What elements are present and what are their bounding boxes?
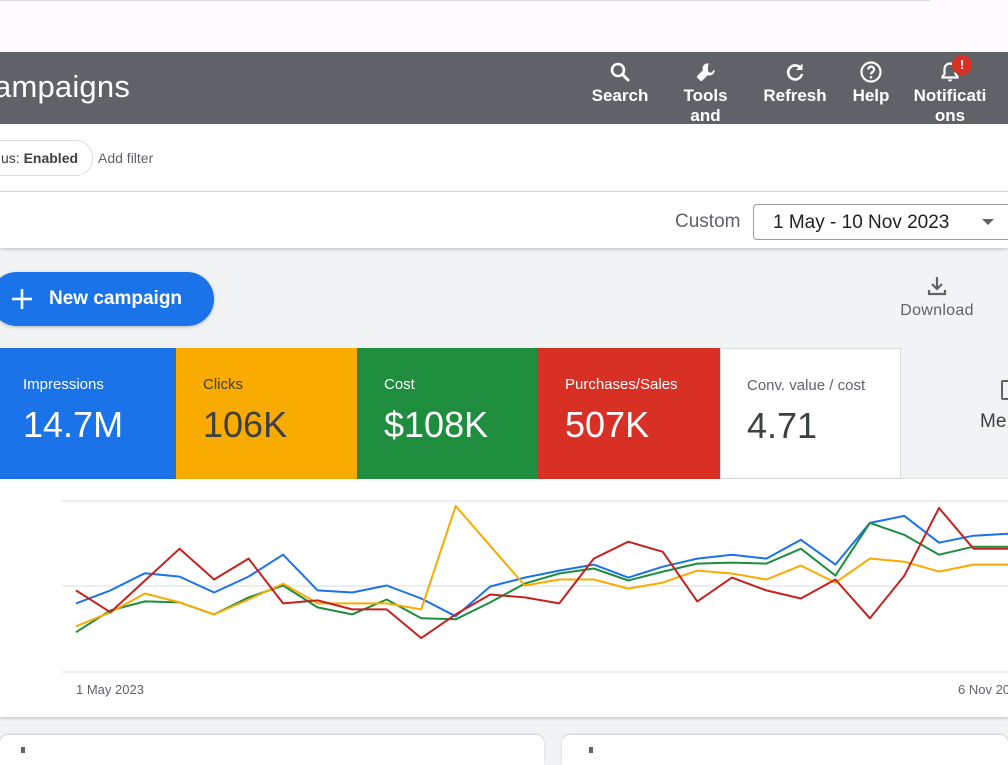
download-label: Download <box>900 302 974 319</box>
metric-card-purchases[interactable]: Purchases/Sales 507K <box>538 348 720 479</box>
date-range-bar: Custom 1 May - 10 Nov 2023 <box>0 192 1008 248</box>
new-campaign-button[interactable]: New campaign <box>0 272 214 326</box>
metric-value: 106K <box>203 404 288 445</box>
status-filter-value: Enabled <box>23 150 79 166</box>
refresh-button-label: Refresh <box>763 86 827 105</box>
metrics-icon <box>1001 380 1008 400</box>
date-range-selector[interactable]: 1 May - 10 Nov 2023 <box>753 204 1008 240</box>
date-range-label: Custom <box>675 211 741 232</box>
more-metrics-button[interactable]: Me <box>901 348 1008 479</box>
help-button-label: Help <box>852 86 890 105</box>
series-line-2 <box>75 505 1008 628</box>
download-icon <box>927 277 947 296</box>
refresh-icon <box>786 63 804 81</box>
notifications-button[interactable]: Notifications <box>912 58 988 124</box>
metric-value: 14.7M <box>23 404 124 445</box>
metric-label: Cost <box>384 376 415 393</box>
tools-button-label: Tools and <box>683 86 728 124</box>
browser-top-strip <box>0 0 1008 52</box>
series-line-0 <box>75 514 1008 618</box>
metric-value: $108K <box>384 404 489 445</box>
page-title: ampaigns <box>0 69 131 104</box>
metric-card-cost[interactable]: Cost $108K <box>357 348 538 479</box>
add-filter-button[interactable]: Add filter <box>98 150 154 166</box>
download-button[interactable]: Download <box>893 274 981 320</box>
notification-badge: ! <box>952 55 972 75</box>
refresh-button[interactable]: Refresh <box>760 58 830 124</box>
tools-button[interactable]: Tools and <box>678 58 733 124</box>
search-button-label: Search <box>591 86 649 105</box>
status-filter-key: us: <box>1 150 20 166</box>
app-header: ampaigns Search Tools and Refresh Help N… <box>0 52 1008 124</box>
help-icon <box>860 61 882 83</box>
date-range-value: 1 May - 10 Nov 2023 <box>773 212 950 233</box>
metric-card-impressions[interactable]: Impressions 14.7M <box>0 348 176 479</box>
search-icon <box>610 62 630 82</box>
x-axis-end-label: 6 Nov 20 <box>958 682 1008 697</box>
metric-value: 4.71 <box>747 405 818 446</box>
status-filter-chip[interactable]: us: Enabled <box>0 140 94 176</box>
notifications-button-label: Notifications <box>913 86 987 124</box>
metric-label: Clicks <box>203 376 243 393</box>
search-button[interactable]: Search <box>585 58 655 124</box>
new-campaign-label: New campaign <box>49 288 183 309</box>
performance-chart: 1 May 2023 6 Nov 20 <box>0 479 1008 717</box>
plus-icon <box>12 289 32 309</box>
help-button[interactable]: Help <box>848 58 894 124</box>
series-line-3 <box>75 507 1008 640</box>
dropdown-arrow-icon <box>982 219 994 225</box>
filter-bar: us: Enabled Add filter <box>0 124 1008 192</box>
metric-card-conv-value-cost[interactable]: Conv. value / cost 4.71 <box>720 348 901 479</box>
bottom-card-right <box>562 735 1008 765</box>
line-chart: 1 May 2023 6 Nov 20 <box>62 500 1008 697</box>
metric-label: Purchases/Sales <box>565 376 678 393</box>
metric-value: 507K <box>565 404 650 445</box>
metric-card-clicks[interactable]: Clicks 106K <box>176 348 357 479</box>
metric-label: Impressions <box>23 376 104 393</box>
x-axis-start-label: 1 May 2023 <box>76 682 144 697</box>
more-metrics-label: Me <box>980 411 1007 432</box>
bottom-card-left <box>0 735 544 765</box>
metric-label: Conv. value / cost <box>747 377 866 394</box>
wrench-icon <box>696 63 715 81</box>
